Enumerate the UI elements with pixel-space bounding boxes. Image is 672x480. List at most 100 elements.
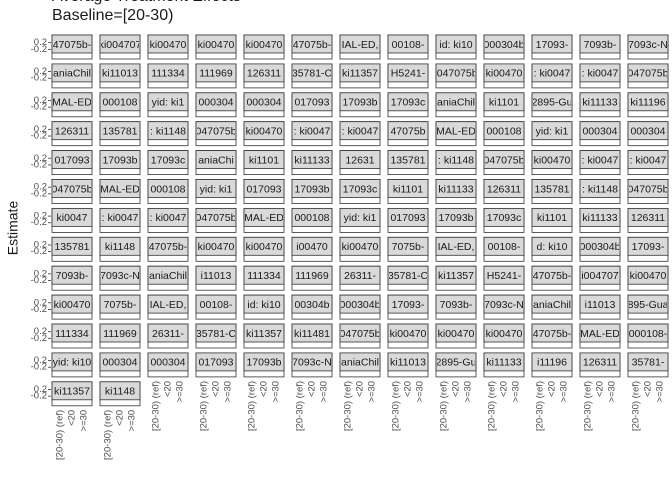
strip-label: 7093c-N — [292, 357, 332, 369]
strip-label: MAL-ED — [52, 97, 92, 109]
strip-label: ki00470 — [486, 328, 523, 340]
strip-label: 7093b- — [584, 39, 617, 51]
strip-label: 7093b- — [440, 299, 473, 311]
strip — [387, 294, 429, 314]
strip — [387, 63, 429, 83]
x-tick-label: <20 — [547, 381, 558, 397]
strip-label: 017093 — [54, 154, 89, 166]
strip-label: 47075b- — [533, 328, 572, 340]
strip-label: 135781 — [534, 183, 569, 195]
strip-label: yid: ki1 — [536, 125, 569, 137]
strip-label: ki11481 — [294, 328, 330, 340]
strip — [483, 34, 525, 54]
strip-label: 047075b — [52, 183, 93, 195]
strip — [99, 207, 141, 227]
strip-label: 000304 — [582, 125, 617, 137]
strip — [147, 323, 189, 343]
strip — [291, 34, 333, 54]
strip-label: yid: ki1 — [344, 212, 377, 224]
strip-label: 135781 — [390, 154, 425, 166]
x-tick-label: >=30 — [511, 381, 522, 403]
y-tick-label: -0.2 — [31, 159, 47, 170]
strip — [483, 150, 525, 170]
strip-label: 17093- — [536, 39, 569, 51]
strip-label: 000304 — [102, 357, 137, 369]
strip-label: 111334 — [247, 270, 281, 282]
strip-label: 017093 — [294, 97, 329, 109]
strip-label: yid: ki1 — [152, 97, 185, 109]
x-tick-label: [20-30) (ref) — [631, 381, 642, 431]
strip-label: 111334 — [151, 68, 185, 80]
y-tick-label: -0.2 — [31, 391, 47, 402]
y-tick-label: -0.2 — [31, 102, 47, 113]
strip-label: 135781 — [102, 125, 137, 137]
strip-label: ki00470 — [150, 39, 187, 51]
strip-label: 000304 — [198, 97, 233, 109]
strip-label: 017093 — [246, 183, 281, 195]
strip-label: 2895-Gu — [532, 97, 573, 109]
y-tick-label: -0.2 — [31, 188, 47, 199]
strip-label: ki00470 — [630, 270, 667, 282]
strip — [627, 34, 669, 54]
strip-label: 000108 — [150, 183, 185, 195]
strip — [147, 63, 189, 83]
x-tick-label: <20 — [259, 381, 270, 397]
strip-label: IAL-ED, — [438, 241, 475, 253]
strip-label: ki11133 — [582, 97, 617, 109]
strip — [531, 207, 573, 227]
strip-label: aniaChil — [149, 270, 187, 282]
strip-label: 7093c-N — [628, 39, 668, 51]
strip — [387, 179, 429, 198]
x-tick-label: [20-30) (ref) — [583, 381, 594, 431]
strip — [51, 63, 93, 83]
strip — [339, 352, 381, 372]
strip-label: 17093b — [246, 357, 281, 369]
strip-label: 7093c-N — [100, 270, 140, 282]
strip-label: yid: ki10 — [53, 357, 92, 369]
strip — [339, 265, 381, 285]
strip — [99, 352, 141, 372]
strip — [627, 121, 669, 141]
strip-label: ki00470 — [246, 125, 283, 137]
y-axis-label: Estimate — [5, 201, 21, 256]
strip-label: 000108- — [629, 328, 668, 340]
strip-label: ki1148 — [105, 386, 135, 398]
strip-label: 12631 — [345, 154, 374, 166]
strip — [339, 63, 381, 83]
strip — [579, 294, 621, 314]
strip-label: MAL-ED — [580, 328, 620, 340]
strip-label: : ki1148 — [438, 154, 474, 166]
strip-label: 2895-Gu — [436, 357, 477, 369]
strip — [579, 265, 621, 285]
strip — [483, 63, 525, 83]
strip-label: ki11357 — [246, 328, 282, 340]
strip-label: ki00470 — [198, 39, 235, 51]
y-tick-label: -0.2 — [31, 246, 47, 257]
strip-label: 047075b — [340, 328, 381, 340]
strip — [483, 92, 525, 112]
strip — [531, 92, 573, 112]
strip-label: ki0047 — [57, 212, 88, 224]
strip — [147, 179, 189, 198]
strip-label: 35781- — [632, 357, 665, 369]
strip-label: 7075b- — [392, 241, 425, 253]
strip — [195, 352, 237, 372]
strip-label: 126311 — [247, 68, 281, 80]
strip-label: 017093 — [198, 357, 233, 369]
x-tick-label: <20 — [403, 381, 414, 397]
strip-label: 000108 — [294, 212, 329, 224]
strip — [51, 323, 93, 343]
strip-label: ki00470 — [54, 299, 91, 311]
strip-label: ki00470 — [390, 328, 427, 340]
strip — [531, 265, 573, 285]
strip — [147, 352, 189, 372]
strip-label: : ki0047 — [102, 212, 139, 224]
strip-label: 126311 — [583, 357, 617, 369]
strip — [435, 121, 477, 141]
strip — [387, 265, 429, 285]
strip — [531, 121, 573, 141]
strip-label: id: ki10 — [439, 39, 472, 51]
strip-label: 126311 — [631, 212, 665, 224]
strip — [579, 323, 621, 343]
strip — [291, 121, 333, 141]
